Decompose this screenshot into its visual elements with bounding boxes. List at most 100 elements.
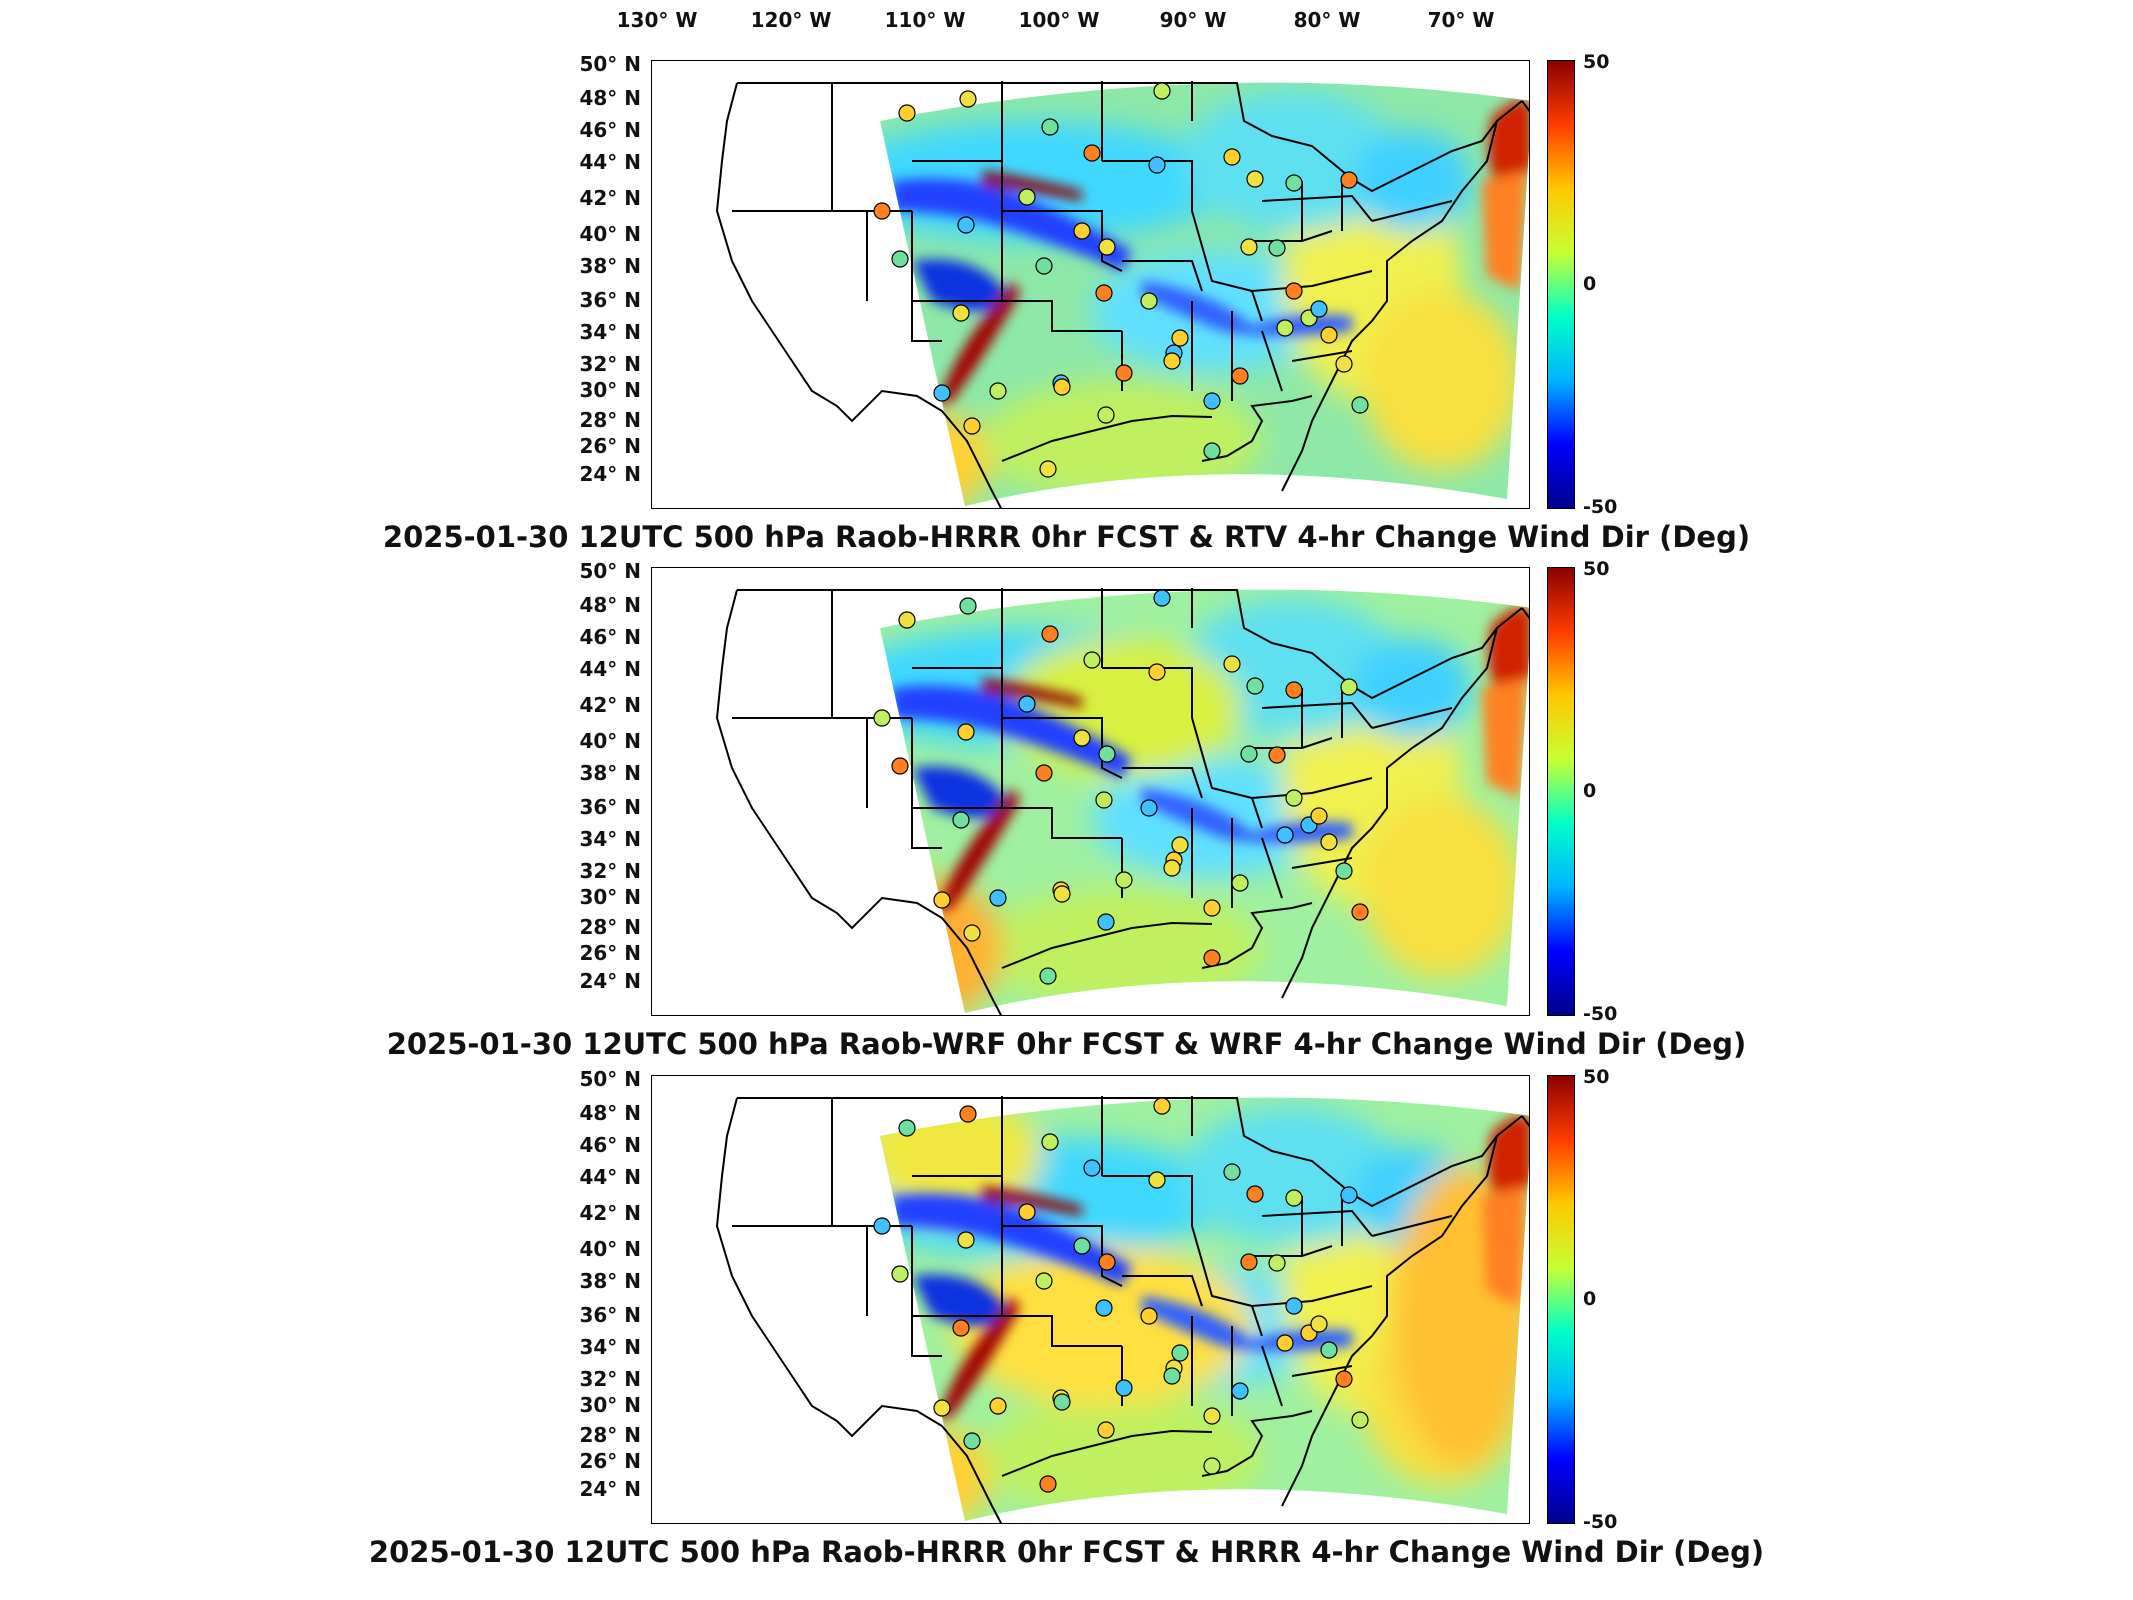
raob-stations <box>873 1097 1369 1493</box>
station-marker <box>1163 859 1181 877</box>
station-marker <box>1203 392 1221 410</box>
station-marker <box>1140 292 1158 310</box>
station-marker <box>1053 885 1071 903</box>
negative-band <box>1142 281 1352 336</box>
station-marker <box>1018 695 1036 713</box>
station-marker <box>1039 1475 1057 1493</box>
station-marker <box>1246 170 1264 188</box>
station-marker <box>1320 326 1338 344</box>
lat-label: 30° N <box>579 885 641 909</box>
station-marker <box>1153 82 1171 100</box>
station-marker <box>1231 1382 1249 1400</box>
station-marker <box>1163 352 1181 370</box>
anomaly-blob <box>1362 798 1522 978</box>
lat-label: 24° N <box>579 462 641 486</box>
station-marker <box>1115 871 1133 889</box>
station-marker <box>1320 833 1338 851</box>
station-marker <box>933 1399 951 1417</box>
station-marker <box>1335 355 1353 373</box>
station-marker <box>1098 745 1116 763</box>
station-marker <box>1276 319 1294 337</box>
station-marker <box>1097 406 1115 424</box>
state-boundaries <box>715 81 1529 508</box>
lat-label: 34° N <box>579 320 641 344</box>
station-marker <box>959 597 977 615</box>
panel-title: 2025-01-30 12UTC 500 hPa Raob-WRF 0hr FC… <box>386 1027 1747 1061</box>
lat-label: 30° N <box>579 1393 641 1417</box>
station-marker <box>1231 874 1249 892</box>
station-marker <box>1335 1370 1353 1388</box>
lat-label: 32° N <box>579 352 641 376</box>
station-marker <box>952 1319 970 1337</box>
station-marker <box>1018 188 1036 206</box>
strong-anomalies <box>892 1116 1529 1421</box>
lon-label: 70° W <box>1427 8 1495 32</box>
anomaly-blob <box>1352 638 1472 738</box>
coastline-east <box>737 82 1529 492</box>
station-marker <box>1351 903 1369 921</box>
station-marker <box>1285 1189 1303 1207</box>
lat-label: 42° N <box>579 693 641 717</box>
lat-label: 48° N <box>579 593 641 617</box>
positive-band <box>937 281 1020 406</box>
station-marker <box>1351 396 1369 414</box>
station-marker <box>963 417 981 435</box>
lat-label: 28° N <box>579 1423 641 1447</box>
station-marker <box>1340 1186 1358 1204</box>
lat-label: 24° N <box>579 1477 641 1501</box>
station-marker <box>1163 1367 1181 1385</box>
station-marker <box>1073 1237 1091 1255</box>
lat-label: 42° N <box>579 186 641 210</box>
lat-label: 44° N <box>579 150 641 174</box>
positive-band <box>982 1186 1082 1216</box>
station-marker <box>1097 913 1115 931</box>
negative-core <box>912 1274 1012 1326</box>
lat-label: 46° N <box>579 1133 641 1157</box>
lon-label: 110° W <box>884 8 966 32</box>
lat-label: 26° N <box>579 434 641 458</box>
lat-label: 38° N <box>579 1269 641 1293</box>
station-marker <box>1171 329 1189 347</box>
station-marker <box>989 382 1007 400</box>
lat-label: 30° N <box>579 378 641 402</box>
station-marker <box>1018 1203 1036 1221</box>
station-marker <box>1310 1315 1328 1333</box>
coastline-east <box>737 589 1529 999</box>
station-marker <box>1203 949 1221 967</box>
wind-direction-map <box>651 1075 1530 1524</box>
coastline-east <box>737 1097 1529 1507</box>
lat-label: 40° N <box>579 1237 641 1261</box>
station-marker <box>1035 1272 1053 1290</box>
station-marker <box>1223 655 1241 673</box>
station-marker <box>1285 681 1303 699</box>
lat-label: 44° N <box>579 657 641 681</box>
positive-corner <box>1488 608 1529 698</box>
station-marker <box>1153 1097 1171 1115</box>
lat-label: 32° N <box>579 1367 641 1391</box>
station-marker <box>963 1432 981 1450</box>
station-marker <box>1340 678 1358 696</box>
state-boundaries <box>715 1096 1529 1523</box>
station-marker <box>1203 899 1221 917</box>
station-marker <box>1285 1297 1303 1315</box>
station-marker <box>1115 364 1133 382</box>
station-marker <box>1140 799 1158 817</box>
station-marker <box>1153 589 1171 607</box>
colorbar <box>1547 1075 1575 1524</box>
colorbar-max-label: 50 <box>1583 558 1610 580</box>
station-marker <box>1285 789 1303 807</box>
station-marker <box>1246 1185 1264 1203</box>
lon-label: 100° W <box>1018 8 1100 32</box>
lat-label: 50° N <box>579 559 641 583</box>
station-marker <box>1310 807 1328 825</box>
station-marker <box>1231 367 1249 385</box>
strong-anomalies <box>892 101 1529 406</box>
lat-label: 28° N <box>579 408 641 432</box>
lat-label: 36° N <box>579 1303 641 1327</box>
negative-core <box>912 259 1012 311</box>
lat-label: 26° N <box>579 941 641 965</box>
panel-title: 2025-01-30 12UTC 500 hPa Raob-HRRR 0hr F… <box>368 1535 1765 1569</box>
positive-band <box>937 788 1020 913</box>
negative-band <box>1142 788 1352 843</box>
station-marker <box>1115 1379 1133 1397</box>
